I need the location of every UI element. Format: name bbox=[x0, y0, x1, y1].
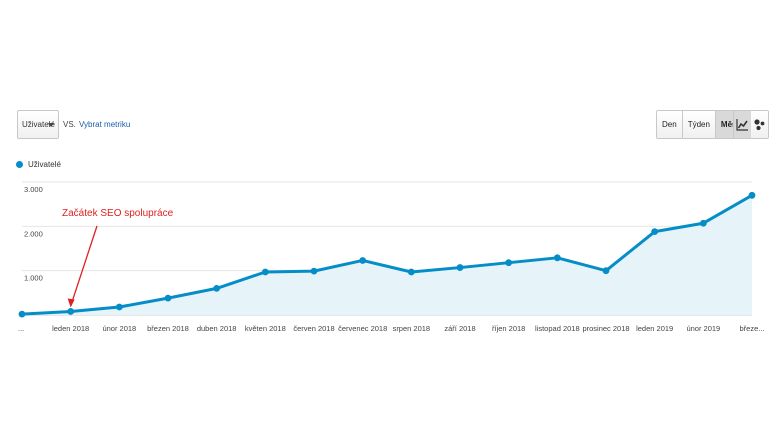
series-line bbox=[21, 193, 753, 316]
motion-chart-icon bbox=[754, 119, 765, 131]
chart-legend: Uživatelé bbox=[16, 160, 61, 169]
metric-select[interactable]: Uživatelé bbox=[17, 110, 59, 139]
data-point[interactable] bbox=[699, 219, 707, 227]
x-tick-label: únor 2019 bbox=[686, 324, 720, 333]
chevron-down-icon bbox=[48, 123, 54, 127]
x-tick-label: duben 2018 bbox=[197, 324, 237, 333]
x-tick-label: srpen 2018 bbox=[393, 324, 431, 333]
data-point[interactable] bbox=[18, 310, 26, 318]
granularity-day-button[interactable]: Den bbox=[657, 111, 683, 138]
x-tick-label: leden 2018 bbox=[52, 324, 89, 333]
x-tick-label: září 2018 bbox=[444, 324, 475, 333]
data-point[interactable] bbox=[359, 257, 367, 264]
y-tick-label: 2.000 bbox=[24, 229, 43, 238]
y-tick-label: 3.000 bbox=[24, 185, 43, 194]
annotation-arrow-line bbox=[71, 225, 98, 302]
vs-label: VS. bbox=[63, 120, 76, 129]
pick-metric-link[interactable]: Vybrat metriku bbox=[79, 120, 131, 129]
data-point[interactable] bbox=[67, 308, 75, 315]
data-point[interactable] bbox=[553, 254, 561, 262]
legend-label: Uživatelé bbox=[28, 160, 61, 169]
x-tick-label: prosinec 2018 bbox=[582, 324, 629, 333]
legend-dot-icon bbox=[16, 161, 23, 168]
data-point[interactable] bbox=[505, 259, 513, 267]
x-tick-label: červenec 2018 bbox=[338, 324, 387, 333]
x-tick-label: ... bbox=[18, 324, 24, 333]
x-tick-label: květen 2018 bbox=[245, 324, 286, 333]
series-area bbox=[22, 195, 752, 315]
annotation-arrowhead-icon bbox=[67, 298, 75, 308]
line-chart-button[interactable] bbox=[734, 111, 751, 138]
x-tick-label: březe... bbox=[739, 324, 764, 333]
chart-toolbar: Uživatelé VS. Vybrat metriku Den Týden M… bbox=[0, 110, 780, 142]
x-tick-label: červen 2018 bbox=[293, 324, 334, 333]
x-tick-label: říjen 2018 bbox=[492, 324, 525, 333]
data-point[interactable] bbox=[602, 267, 610, 275]
x-tick-label: leden 2019 bbox=[636, 324, 673, 333]
chart-type-toggle bbox=[733, 110, 769, 139]
data-point[interactable] bbox=[164, 294, 172, 302]
data-point[interactable] bbox=[213, 285, 221, 292]
granularity-week-button[interactable]: Týden bbox=[682, 111, 716, 138]
annotation-text: Začátek SEO spolupráce bbox=[62, 208, 174, 219]
data-point[interactable] bbox=[407, 268, 415, 276]
x-tick-label: březen 2018 bbox=[147, 324, 189, 333]
data-point[interactable] bbox=[456, 264, 464, 271]
x-tick-label: listopad 2018 bbox=[535, 324, 580, 333]
data-point[interactable] bbox=[651, 228, 659, 236]
metric-select-label: Uživatelé bbox=[22, 120, 55, 129]
line-chart-icon bbox=[736, 119, 748, 131]
x-tick-label: únor 2018 bbox=[102, 324, 136, 333]
data-point[interactable] bbox=[115, 303, 123, 311]
data-point[interactable] bbox=[261, 268, 269, 276]
data-point[interactable] bbox=[310, 267, 318, 275]
y-tick-label: 1.000 bbox=[24, 274, 43, 283]
data-point[interactable] bbox=[748, 191, 756, 199]
motion-chart-button[interactable] bbox=[751, 111, 768, 138]
